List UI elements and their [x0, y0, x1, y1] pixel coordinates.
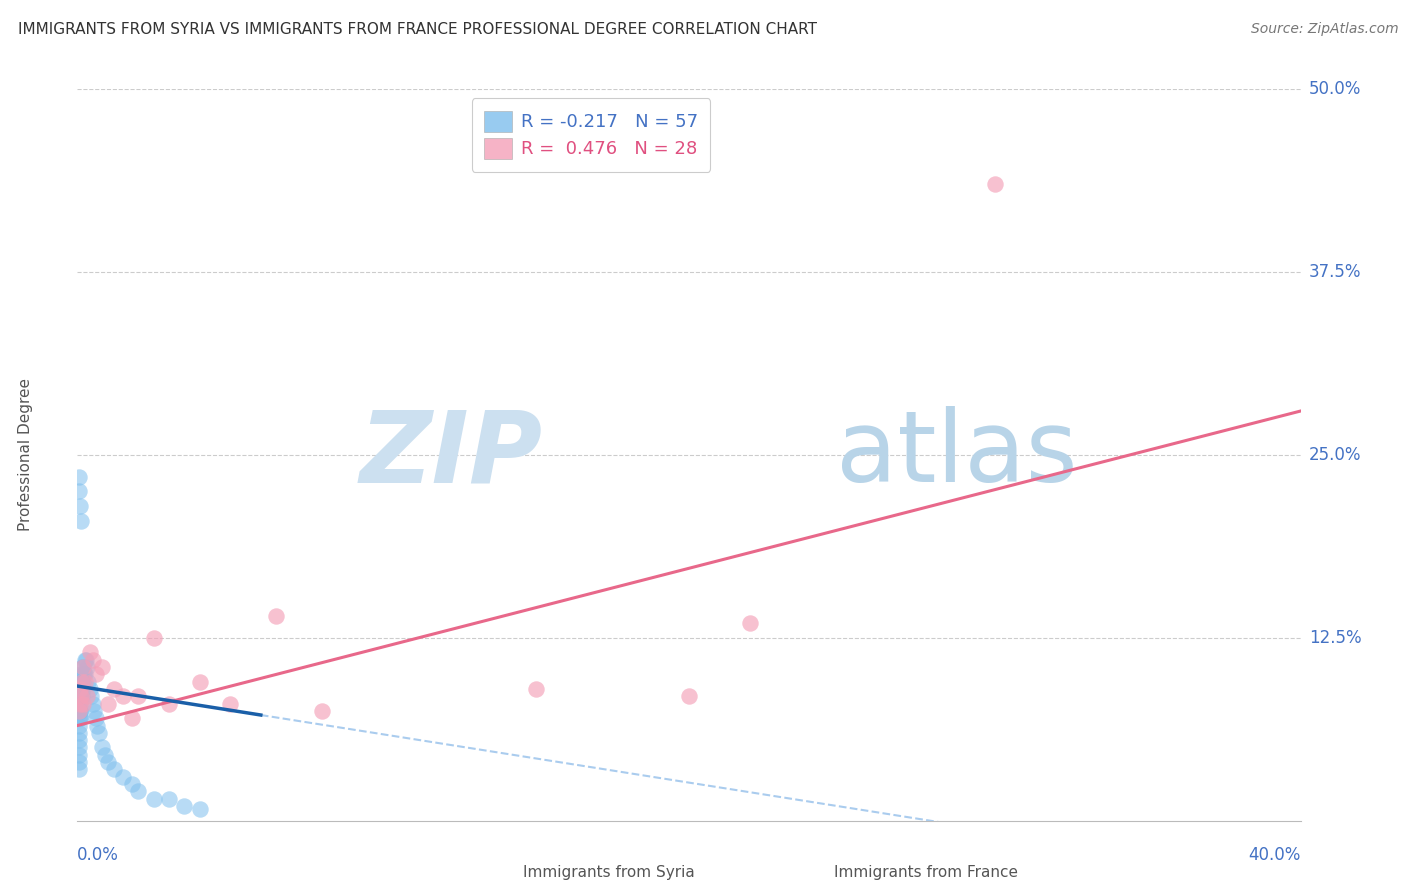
Legend: R = -0.217   N = 57, R =  0.476   N = 28: R = -0.217 N = 57, R = 0.476 N = 28: [472, 98, 710, 171]
Point: [69, 499, 91, 513]
Point: [67, 711, 90, 725]
Point: [127, 784, 149, 798]
Point: [69, 484, 91, 499]
Text: Immigrants from Syria: Immigrants from Syria: [523, 865, 695, 880]
Point: [97, 755, 120, 769]
Point: [69, 690, 91, 704]
Point: [90, 740, 112, 755]
Point: [103, 681, 125, 696]
Point: [524, 681, 547, 696]
Point: [67, 747, 90, 762]
Point: [67, 697, 90, 711]
Point: [97, 697, 120, 711]
Text: Immigrants from France: Immigrants from France: [834, 865, 1018, 880]
Point: [76, 690, 98, 704]
Point: [173, 799, 195, 814]
Point: [264, 608, 287, 623]
Point: [69, 704, 91, 718]
Point: [84, 667, 107, 681]
Point: [112, 770, 135, 784]
Point: [72, 681, 94, 696]
Point: [69, 674, 91, 689]
Text: 50.0%: 50.0%: [1309, 80, 1361, 98]
Text: 37.5%: 37.5%: [1309, 263, 1361, 281]
Point: [69, 697, 91, 711]
Point: [67, 718, 90, 732]
Point: [67, 733, 90, 747]
Point: [188, 802, 211, 816]
Text: 12.5%: 12.5%: [1309, 629, 1361, 647]
Point: [77, 674, 100, 689]
Point: [70, 674, 93, 689]
Point: [67, 755, 90, 769]
Point: [984, 178, 1007, 192]
Point: [142, 631, 165, 645]
Point: [82, 653, 104, 667]
Point: [67, 704, 90, 718]
Point: [73, 667, 96, 681]
Point: [84, 711, 107, 725]
Point: [90, 660, 112, 674]
Point: [70, 514, 93, 528]
Point: [69, 711, 91, 725]
Point: [67, 704, 90, 718]
Point: [740, 616, 762, 631]
Point: [79, 681, 101, 696]
Point: [87, 726, 110, 740]
Point: [79, 645, 101, 659]
Point: [311, 704, 333, 718]
Point: [72, 660, 94, 674]
Point: [188, 674, 211, 689]
Point: [69, 704, 91, 718]
Point: [69, 681, 91, 696]
Point: [69, 681, 91, 696]
Point: [142, 791, 165, 805]
Point: [157, 697, 180, 711]
Point: [70, 681, 93, 696]
Point: [103, 763, 125, 777]
Point: [157, 791, 180, 805]
Point: [83, 704, 105, 718]
Point: [67, 763, 90, 777]
Point: [69, 711, 91, 725]
Point: [67, 740, 90, 755]
Point: [70, 660, 93, 674]
Point: [121, 777, 143, 791]
Text: Professional Degree: Professional Degree: [18, 378, 34, 532]
Point: [67, 470, 90, 484]
Point: [75, 653, 97, 667]
Point: [70, 690, 93, 704]
Point: [72, 697, 94, 711]
Point: [73, 667, 96, 681]
Point: [678, 690, 700, 704]
Point: [73, 653, 96, 667]
Point: [94, 747, 117, 762]
Point: [76, 660, 98, 674]
Point: [112, 690, 135, 704]
Point: [69, 681, 91, 696]
Text: ZIP: ZIP: [359, 407, 543, 503]
Point: [72, 667, 94, 681]
Point: [69, 690, 91, 704]
Point: [69, 697, 91, 711]
Point: [127, 690, 149, 704]
Text: IMMIGRANTS FROM SYRIA VS IMMIGRANTS FROM FRANCE PROFESSIONAL DEGREE CORRELATION : IMMIGRANTS FROM SYRIA VS IMMIGRANTS FROM…: [18, 22, 817, 37]
Text: 40.0%: 40.0%: [1249, 846, 1301, 863]
Text: Source: ZipAtlas.com: Source: ZipAtlas.com: [1251, 22, 1399, 37]
Point: [73, 674, 96, 689]
Point: [86, 718, 108, 732]
Text: 25.0%: 25.0%: [1309, 446, 1361, 464]
Point: [70, 674, 93, 689]
Text: atlas: atlas: [835, 407, 1077, 503]
Point: [121, 711, 143, 725]
Point: [67, 726, 90, 740]
Point: [72, 674, 94, 689]
Point: [72, 660, 94, 674]
Point: [70, 667, 93, 681]
Point: [80, 690, 103, 704]
Point: [82, 697, 104, 711]
Point: [219, 697, 242, 711]
Point: [70, 690, 93, 704]
Text: 0.0%: 0.0%: [77, 846, 120, 863]
